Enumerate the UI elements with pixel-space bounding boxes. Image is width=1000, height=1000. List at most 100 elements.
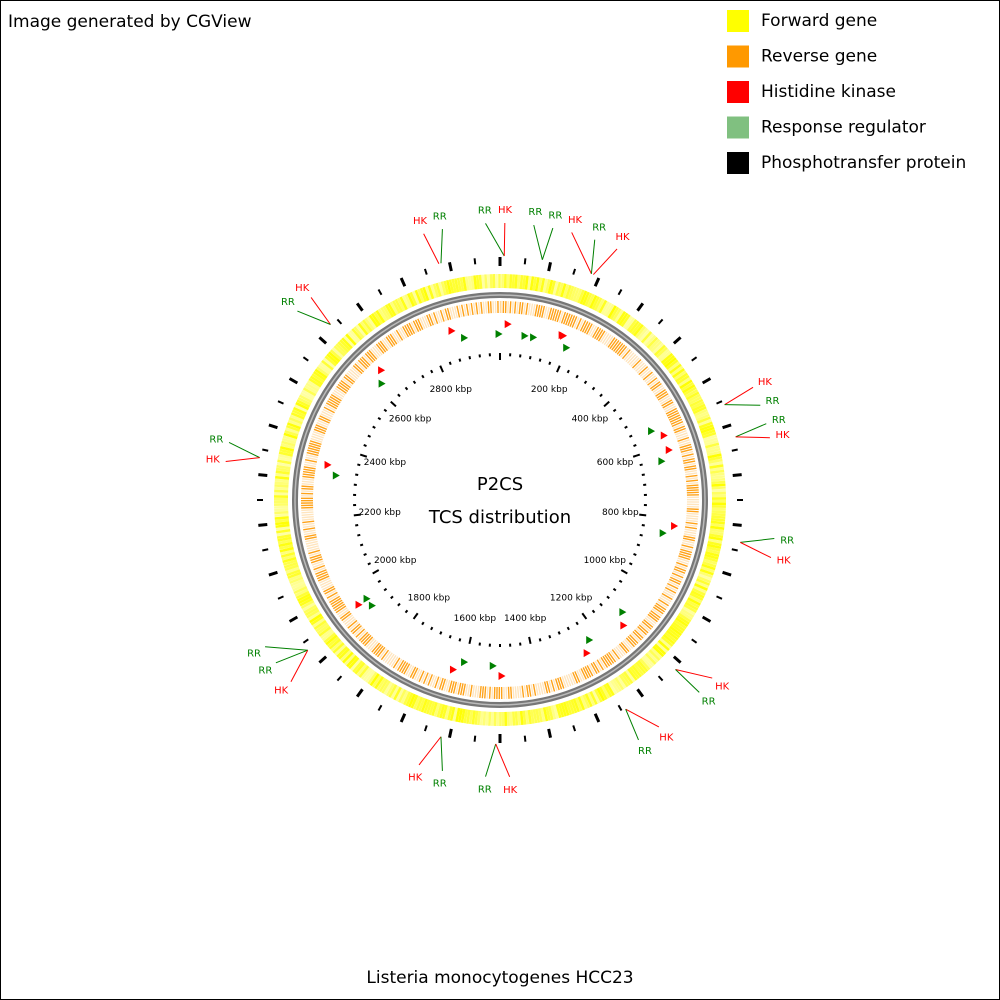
reverse-gene (685, 524, 698, 528)
forward-gene (467, 275, 473, 291)
feature-leader (675, 669, 713, 679)
forward-gene (275, 470, 290, 475)
forward-gene (333, 345, 346, 357)
reverse-gene (630, 632, 641, 643)
forward-gene (283, 432, 298, 440)
legend-swatch (727, 45, 749, 68)
reverse-gene (686, 512, 699, 515)
forward-gene (657, 348, 670, 360)
forward-gene (711, 510, 726, 514)
forward-gene (682, 384, 696, 394)
forward-gene (440, 281, 447, 296)
reverse-gene (638, 366, 649, 376)
reverse-gene (302, 475, 315, 479)
reverse-gene (649, 381, 661, 390)
reverse-gene (548, 680, 553, 693)
reverse-gene (664, 405, 676, 413)
outer-tick (288, 377, 299, 385)
forward-gene (321, 359, 334, 371)
forward-gene (708, 461, 724, 467)
reverse-gene (653, 386, 665, 395)
forward-gene (511, 274, 516, 289)
reverse-gene (357, 359, 368, 370)
forward-gene (459, 277, 465, 292)
reverse-gene (536, 304, 541, 317)
scale-tick (591, 609, 596, 614)
forward-gene (413, 695, 421, 710)
forward-gene (418, 697, 426, 712)
forward-gene (679, 379, 693, 390)
forward-gene (695, 580, 709, 589)
forward-gene (616, 311, 627, 325)
forward-gene (425, 700, 433, 715)
forward-gene (710, 477, 726, 482)
feature-marker (449, 665, 457, 674)
forward-gene (618, 674, 629, 688)
reverse-gene (403, 663, 411, 675)
forward-gene (684, 388, 699, 399)
forward-gene (304, 606, 319, 617)
feature-marker (461, 658, 469, 667)
forward-gene (648, 649, 661, 662)
forward-gene (699, 424, 714, 432)
feature-marker (368, 601, 376, 610)
forward-gene (324, 355, 338, 367)
scale-tick (397, 393, 401, 398)
reverse-gene (334, 387, 346, 396)
forward-gene (683, 386, 697, 396)
forward-gene (407, 693, 416, 708)
scale-tick (359, 543, 364, 547)
scale-tick (538, 358, 542, 362)
reverse-gene (637, 626, 647, 636)
reverse-gene (622, 640, 632, 651)
scale-tick (557, 631, 561, 635)
forward-gene (275, 523, 290, 529)
outer-tick (691, 356, 698, 362)
forward-gene (552, 704, 559, 719)
reverse-gene (347, 619, 358, 629)
reverse-gene (388, 655, 397, 666)
forward-gene (401, 295, 411, 310)
forward-gene (302, 602, 316, 612)
feature-leader (418, 736, 442, 766)
reverse-gene (471, 685, 475, 698)
scale-tick (367, 562, 372, 566)
reverse-gene (663, 403, 675, 411)
forward-gene (337, 341, 350, 353)
reverse-gene (554, 309, 560, 322)
forward-gene (527, 709, 532, 725)
reverse-gene (661, 592, 673, 601)
reverse-gene (442, 309, 447, 322)
reverse-gene (395, 329, 404, 341)
feature-label: RR (592, 222, 606, 233)
forward-gene (351, 328, 363, 341)
scale-tick (353, 513, 361, 517)
reverse-gene (565, 313, 571, 326)
forward-gene (679, 610, 693, 621)
forward-gene (276, 528, 291, 534)
reverse-gene (658, 395, 670, 403)
scale-tick (412, 612, 419, 620)
reverse-gene (427, 674, 434, 686)
forward-gene (288, 574, 303, 582)
forward-gene (612, 678, 622, 692)
reverse-gene (511, 301, 514, 314)
reverse-gene (355, 628, 366, 638)
reverse-gene (660, 397, 672, 405)
feature-leader (423, 233, 440, 264)
reverse-gene (324, 404, 336, 412)
reverse-gene (677, 557, 690, 563)
forward-gene (701, 429, 716, 437)
forward-gene (305, 382, 319, 392)
reverse-gene (678, 555, 691, 561)
reverse-gene (357, 630, 367, 640)
reverse-gene (425, 673, 431, 685)
forward-gene (383, 681, 393, 695)
forward-gene (287, 419, 302, 427)
reverse-gene (639, 367, 650, 377)
reverse-gene (480, 301, 483, 314)
reverse-gene (402, 326, 410, 338)
reverse-gene (671, 420, 684, 427)
reverse-gene (554, 678, 560, 691)
